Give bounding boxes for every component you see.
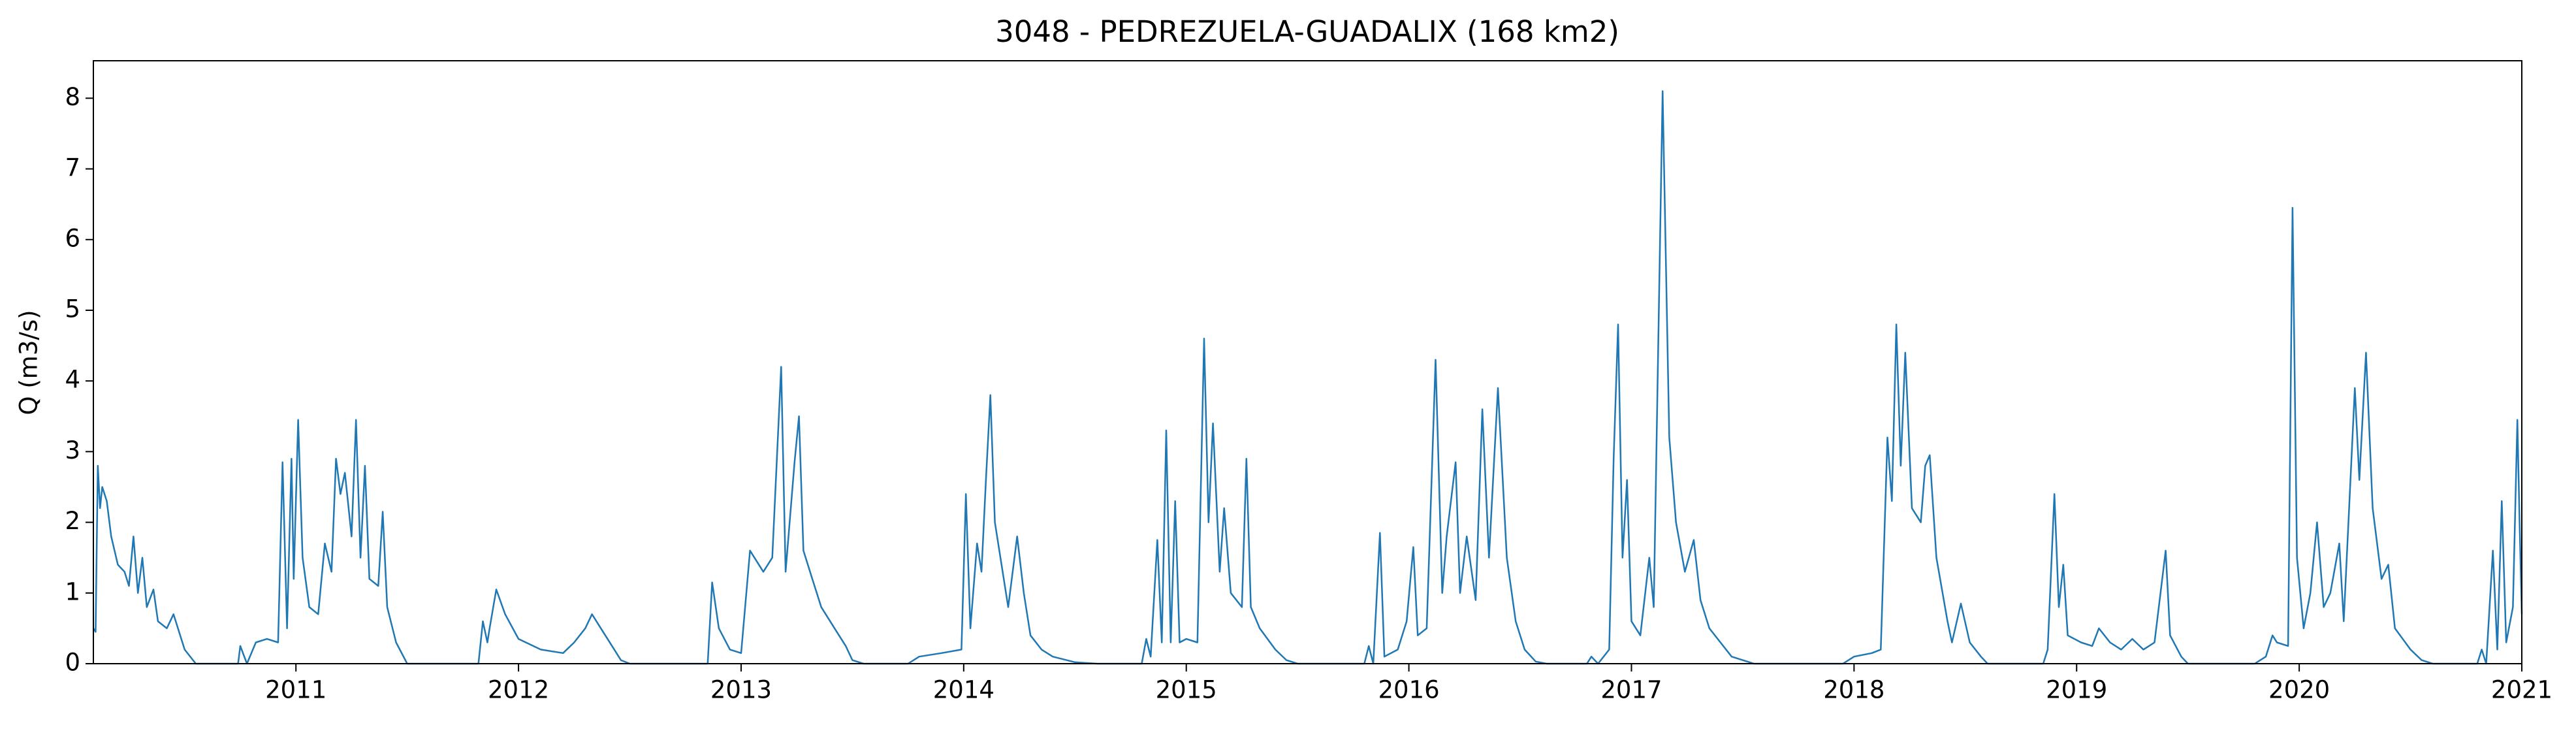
y-axis-label: Q (m3/s) (15, 310, 43, 415)
x-tick-label: 2019 (2046, 676, 2107, 704)
y-tick-label: 7 (65, 154, 80, 182)
x-tick-label: 2016 (1378, 676, 1440, 704)
y-tick-label: 0 (65, 649, 80, 677)
x-tick-label: 2011 (265, 676, 326, 704)
chart-title: 3048 - PEDREZUELA-GUADALIX (168 km2) (995, 14, 1619, 49)
y-tick-label: 6 (65, 224, 80, 252)
x-tick-label: 2017 (1600, 676, 1662, 704)
plot-frame (93, 60, 2522, 664)
y-tick-label: 1 (65, 577, 80, 606)
y-tick-label: 8 (65, 83, 80, 111)
x-tick-label: 2014 (933, 676, 994, 704)
y-tick-label: 4 (65, 366, 80, 394)
x-tick-label: 2018 (1823, 676, 1884, 704)
y-tick-label: 2 (65, 507, 80, 535)
x-tick-label: 2021 (2491, 676, 2552, 704)
x-tick-label: 2013 (710, 676, 772, 704)
y-tick-label: 5 (65, 295, 80, 323)
data-line (92, 90, 2523, 665)
x-tick-label: 2020 (2268, 676, 2330, 704)
x-tick-label: 2012 (488, 676, 549, 704)
x-tick-label: 2015 (1156, 676, 1217, 704)
y-tick-label: 3 (65, 436, 80, 464)
